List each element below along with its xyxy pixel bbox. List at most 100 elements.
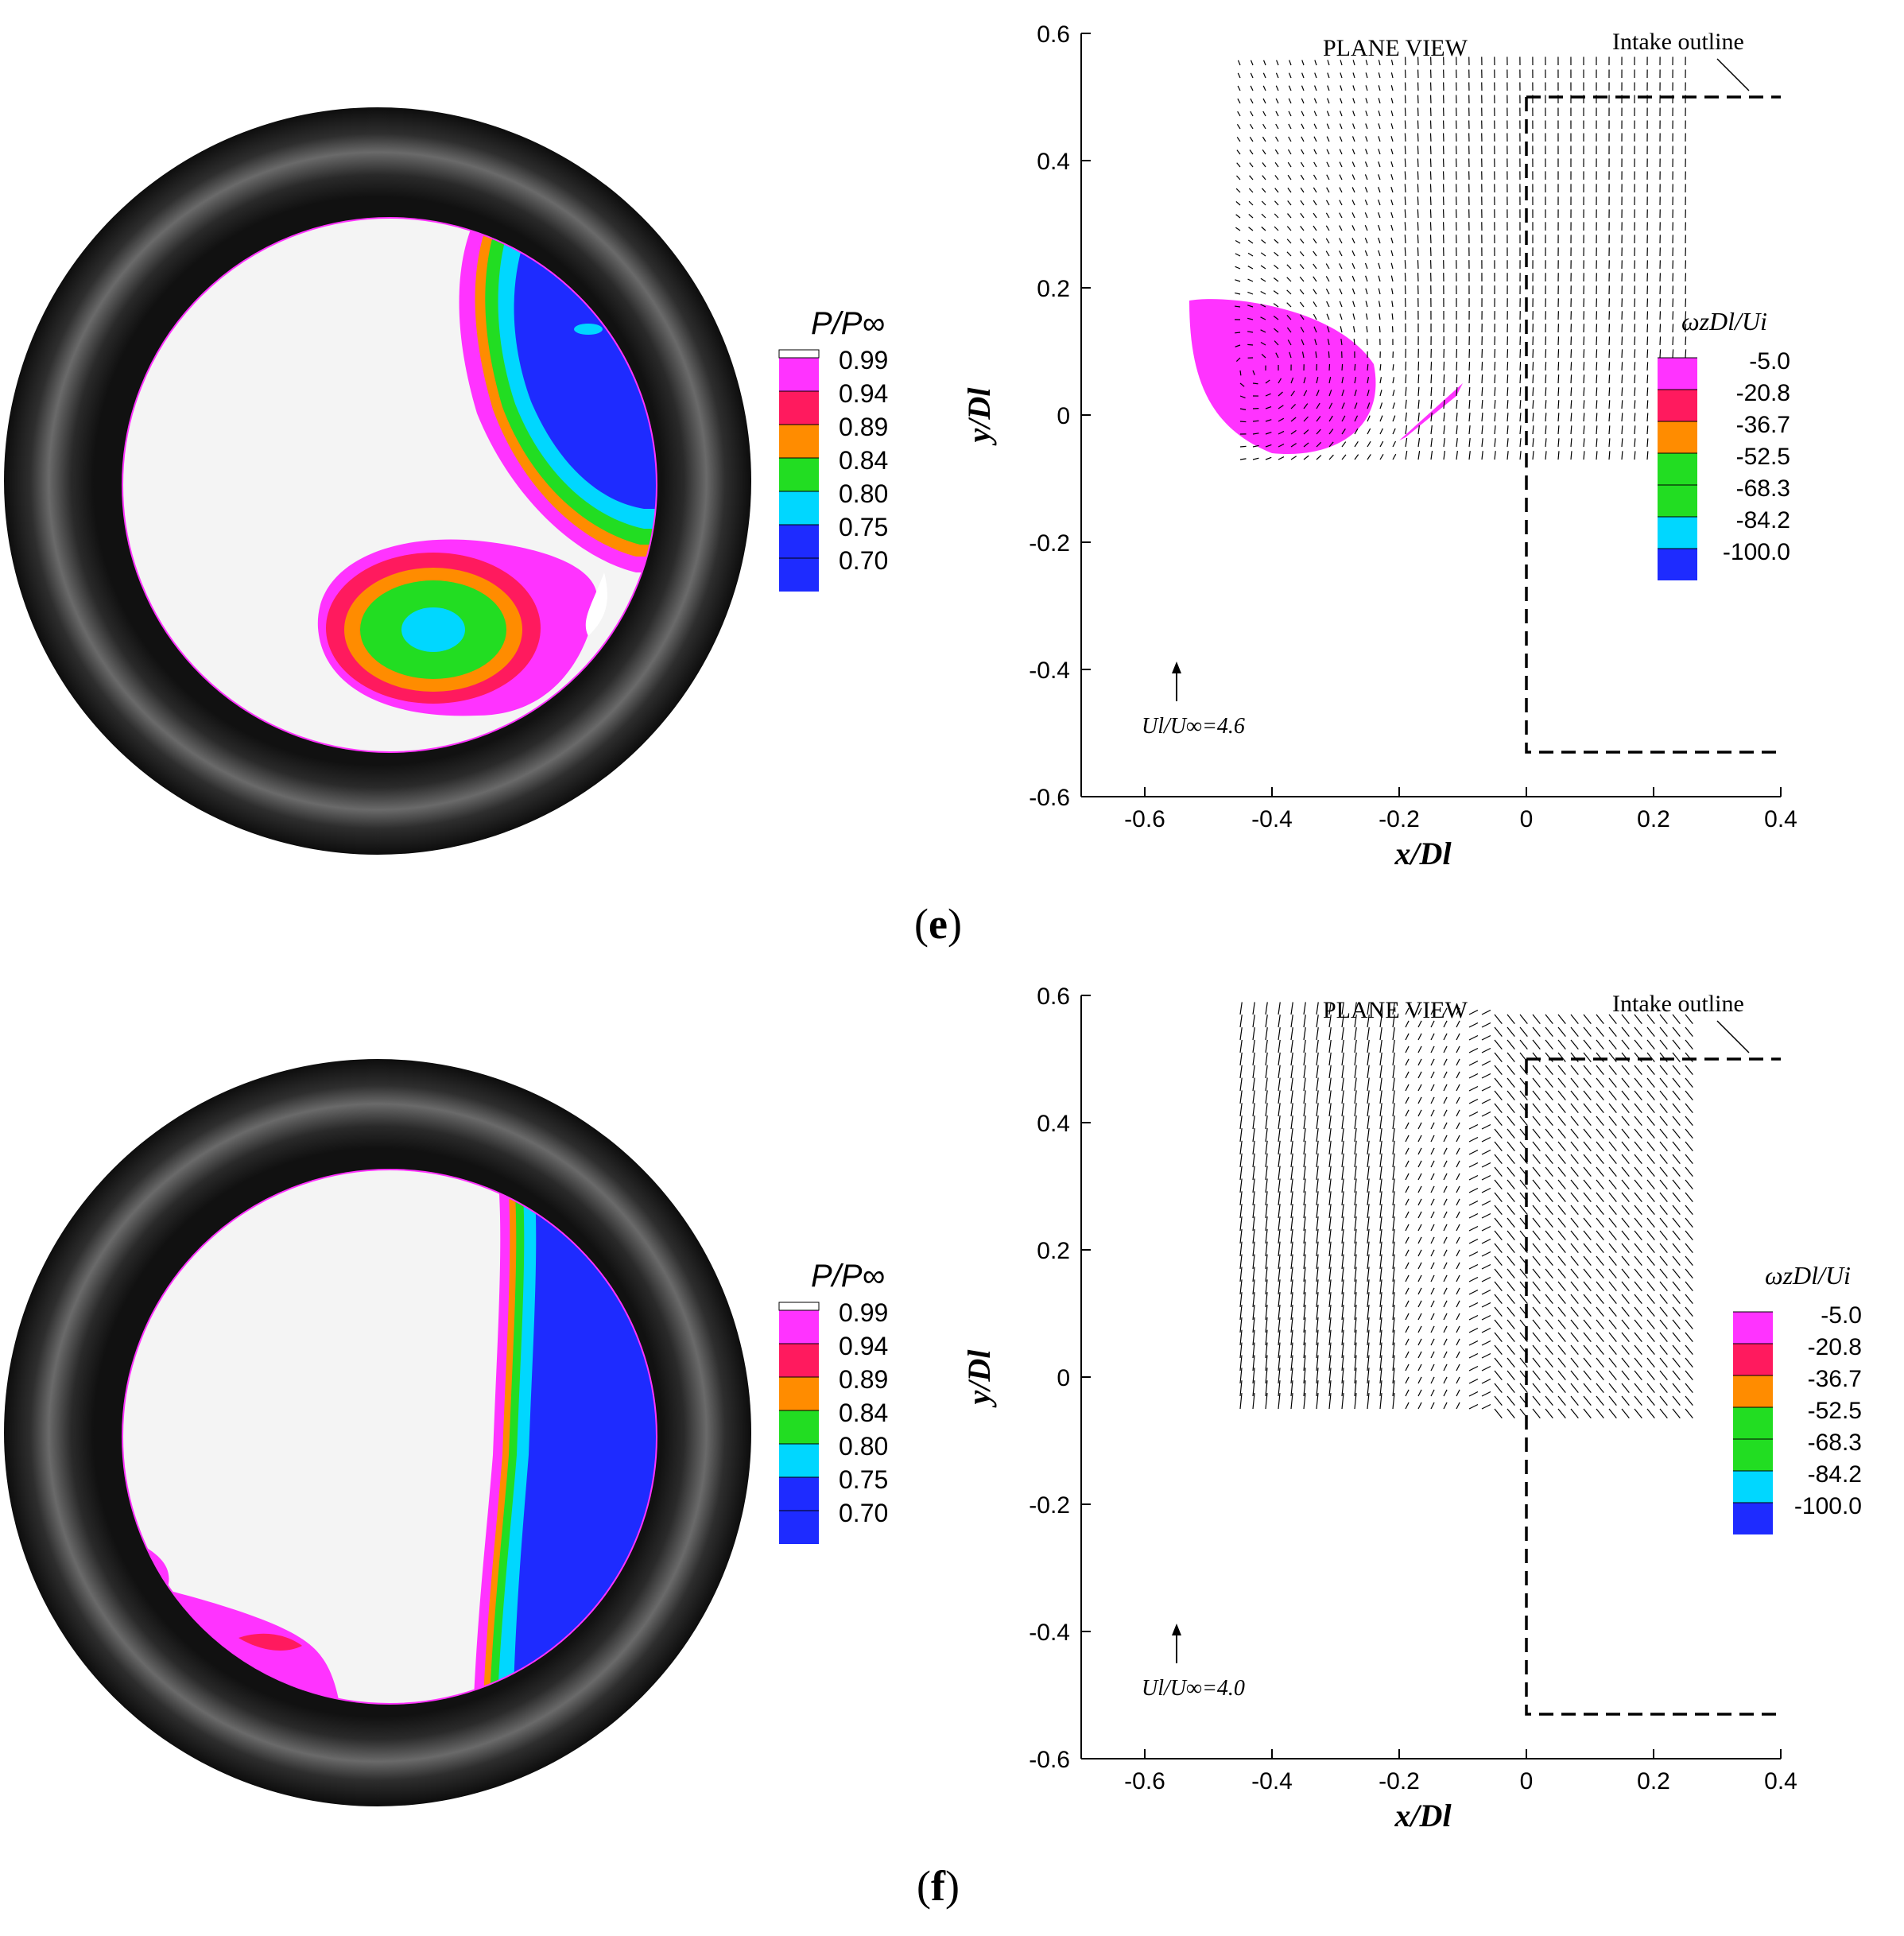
vorticity-legend-label: -5.0 bbox=[1821, 1302, 1862, 1329]
vector-arrow bbox=[1379, 453, 1384, 460]
vector-arrow bbox=[1608, 1090, 1617, 1101]
vector-arrow bbox=[1596, 1179, 1604, 1190]
vector-arrow bbox=[1326, 301, 1330, 308]
vector-arrow bbox=[1239, 1077, 1243, 1092]
vector-arrow bbox=[1659, 1115, 1668, 1127]
vector-arrow bbox=[1354, 1065, 1357, 1079]
vector-arrow bbox=[1507, 1357, 1515, 1368]
vorticity-legend-label: -52.5 bbox=[1808, 1398, 1862, 1424]
vector-arrow bbox=[1494, 1039, 1503, 1050]
vector-arrow bbox=[1468, 1085, 1479, 1092]
vector-arrow bbox=[1481, 1225, 1491, 1232]
vector-arrow bbox=[1481, 1365, 1491, 1371]
vector-arrow bbox=[1303, 1380, 1306, 1397]
vector-arrow bbox=[1659, 1205, 1668, 1216]
vector-arrow bbox=[1608, 1395, 1617, 1406]
vector-arrow bbox=[1672, 1332, 1681, 1343]
vector-arrow bbox=[1583, 1243, 1592, 1254]
vector-arrow bbox=[1583, 1141, 1592, 1152]
vector-arrow bbox=[1354, 1241, 1357, 1257]
vector-arrow bbox=[1481, 1200, 1491, 1206]
vector-arrow bbox=[1570, 1281, 1579, 1292]
vector-arrow bbox=[1392, 1027, 1395, 1041]
vector-arrow bbox=[1316, 416, 1321, 422]
vector-arrow bbox=[1328, 1103, 1332, 1117]
vector-arrow bbox=[1354, 1153, 1357, 1168]
vector-arrow bbox=[1354, 1090, 1357, 1104]
vector-arrow bbox=[1278, 1304, 1281, 1321]
vector-arrow bbox=[1417, 1325, 1422, 1333]
vector-arrow bbox=[1583, 1395, 1592, 1406]
vector-arrow bbox=[1608, 336, 1611, 346]
vector-arrow bbox=[1247, 252, 1254, 257]
y-tick-label: 0.6 bbox=[1037, 984, 1070, 1010]
vector-arrow bbox=[1417, 158, 1419, 168]
vector-arrow bbox=[1519, 1166, 1528, 1178]
vector-arrow bbox=[1265, 1077, 1268, 1092]
legend-label: 0.75 bbox=[839, 513, 888, 541]
vector-arrow bbox=[1519, 1332, 1528, 1343]
vector-arrow bbox=[1367, 1052, 1370, 1066]
vorticity-legend-label: -68.3 bbox=[1736, 475, 1790, 502]
vector-arrow bbox=[1328, 1228, 1332, 1244]
vector-arrow bbox=[1596, 1281, 1604, 1292]
vector-arrow bbox=[1672, 1268, 1681, 1279]
vector-arrow bbox=[1275, 352, 1279, 359]
vector-arrow bbox=[1557, 1332, 1566, 1343]
vector-arrow bbox=[1265, 1392, 1268, 1410]
vector-arrow bbox=[1672, 1230, 1681, 1241]
vector-arrow bbox=[1325, 289, 1330, 295]
vector-arrow bbox=[1634, 349, 1636, 359]
vector-arrow bbox=[1519, 374, 1522, 384]
vector-arrow bbox=[1545, 1383, 1553, 1394]
vector-arrow bbox=[1367, 1002, 1370, 1015]
vector-arrow bbox=[1316, 1039, 1319, 1053]
vector-arrow bbox=[1390, 149, 1394, 155]
vector-arrow bbox=[1672, 1141, 1681, 1152]
vector-arrow bbox=[1646, 1319, 1655, 1330]
vector-arrow bbox=[1481, 387, 1483, 397]
vector-arrow bbox=[1328, 1191, 1332, 1206]
vector-arrow bbox=[1354, 1077, 1357, 1092]
vector-arrow bbox=[1379, 402, 1383, 409]
vector-arrow bbox=[1274, 188, 1279, 193]
vector-arrow bbox=[1443, 1007, 1448, 1015]
vector-arrow bbox=[1672, 1014, 1681, 1025]
vector-arrow bbox=[1685, 1408, 1693, 1419]
vector-arrow bbox=[1659, 1179, 1668, 1190]
vector-arrow bbox=[1300, 200, 1305, 206]
vector-arrow bbox=[1239, 1392, 1243, 1410]
vector-arrow bbox=[1507, 1294, 1515, 1305]
vector-arrow bbox=[1596, 1344, 1604, 1356]
vector-arrow bbox=[1634, 1344, 1642, 1356]
vector-arrow bbox=[1265, 1380, 1268, 1397]
vector-arrow bbox=[1379, 1039, 1382, 1053]
vector-arrow bbox=[1519, 1141, 1528, 1152]
vector-arrow bbox=[1404, 107, 1406, 117]
vector-arrow bbox=[1685, 1154, 1693, 1165]
vector-arrow bbox=[1608, 1103, 1617, 1114]
vector-arrow bbox=[1288, 123, 1292, 130]
vector-arrow bbox=[1314, 339, 1317, 346]
vector-arrow bbox=[1468, 361, 1471, 371]
vector-arrow bbox=[1545, 374, 1547, 384]
vector-arrow bbox=[1365, 72, 1368, 79]
vector-arrow bbox=[1646, 425, 1649, 435]
vector-arrow bbox=[1646, 1344, 1655, 1356]
vector-arrow bbox=[1596, 349, 1598, 359]
legend-swatch bbox=[779, 1410, 819, 1444]
vector-arrow bbox=[1468, 1034, 1479, 1041]
vector-arrow bbox=[1303, 1216, 1306, 1232]
vector-arrow bbox=[1252, 1204, 1255, 1219]
vector-arrow bbox=[1390, 237, 1394, 244]
vector-arrow bbox=[1341, 1052, 1344, 1066]
vector-arrow bbox=[1685, 1052, 1693, 1063]
vector-arrow bbox=[1328, 441, 1334, 448]
vector-arrow bbox=[1303, 1140, 1306, 1155]
vector-arrow bbox=[1646, 1192, 1655, 1203]
vector-arrow bbox=[1367, 1368, 1370, 1384]
vector-arrow bbox=[1278, 1127, 1281, 1143]
vector-arrow bbox=[1404, 273, 1406, 282]
vector-arrow bbox=[1468, 1340, 1479, 1346]
vector-arrow bbox=[1507, 1052, 1515, 1063]
